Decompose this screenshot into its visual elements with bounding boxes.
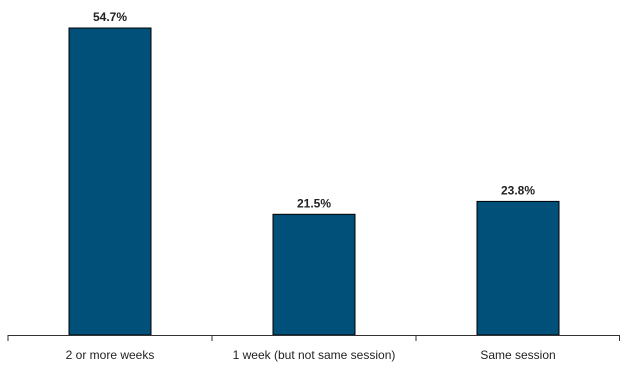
x-tick-label-3: Same session: [480, 348, 555, 362]
bar-2: [272, 213, 356, 336]
x-tick-label-2: 1 week (but not same session): [233, 348, 396, 362]
data-labels-layer: 54.7% 21.5% 23.8%: [93, 10, 535, 210]
x-tick-label-1: 2 or more weeks: [66, 348, 155, 362]
bar-1: [68, 27, 152, 336]
data-label-1: 54.7%: [93, 10, 127, 24]
bars-layer: [68, 27, 560, 336]
data-label-3: 23.8%: [501, 183, 535, 197]
data-label-2: 21.5%: [297, 196, 331, 210]
x-axis: 2 or more weeks 1 week (but not same sess…: [7, 335, 620, 362]
bar-3: [476, 200, 560, 336]
